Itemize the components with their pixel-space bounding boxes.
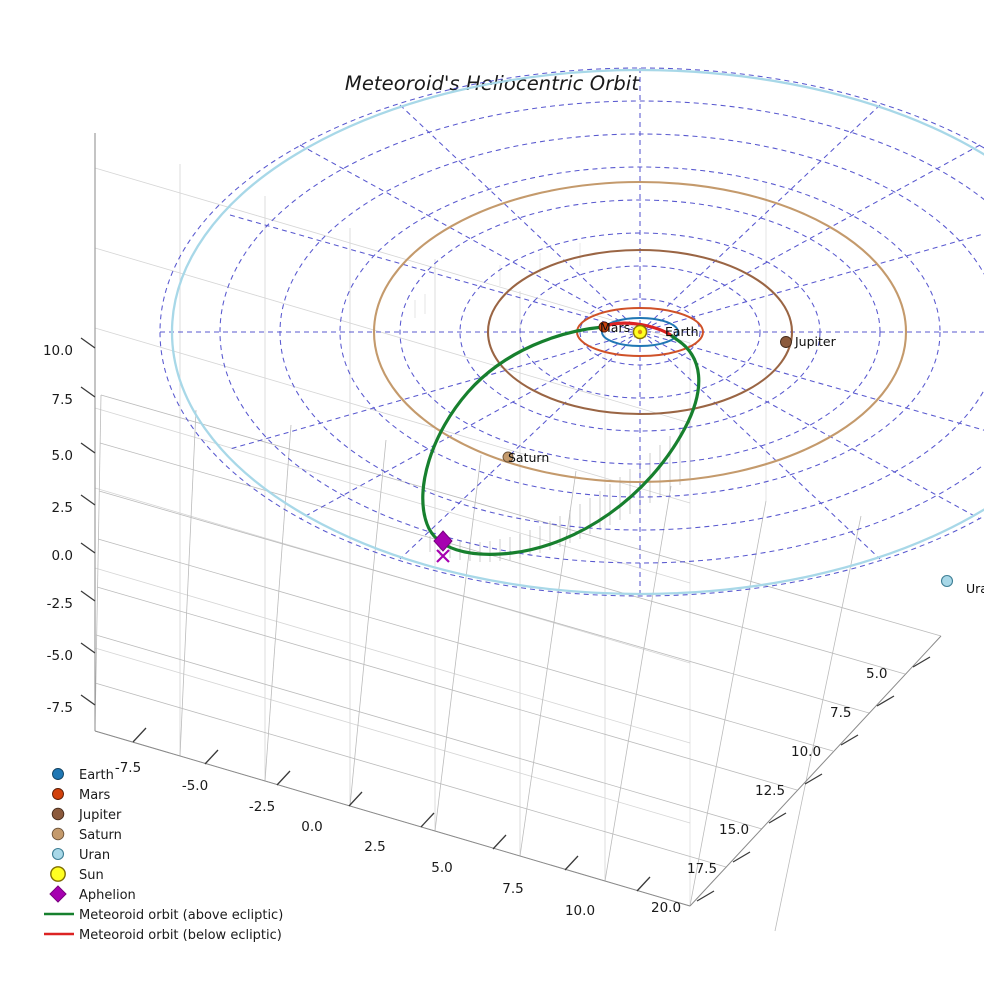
legend-marker-jupiter	[51, 807, 65, 821]
body-label-uran: Uran	[966, 581, 984, 596]
legend-label-below-ecliptic[interactable]: Meteoroid orbit (below ecliptic)	[79, 928, 282, 943]
x-tick-label: 10.0	[565, 903, 595, 919]
axis-tick-marks	[80, 337, 931, 902]
x-tick-label: 0.0	[301, 819, 322, 835]
body-label-earth: Earth	[665, 324, 699, 339]
floor-grid-lines-v	[94, 394, 862, 932]
meteoroid-orbit-above-ecliptic	[421, 325, 701, 556]
orbit-saturn	[372, 180, 908, 484]
axis-spines	[94, 133, 942, 907]
y-axis-tick-labels: 5.0 7.5 10.0 12.5 15.0 17.5 20.0	[651, 666, 887, 916]
legend-label-above-ecliptic[interactable]: Meteoroid orbit (above ecliptic)	[79, 908, 283, 923]
legend-label-mars[interactable]: Mars	[79, 788, 111, 803]
planet-orbits	[170, 68, 984, 596]
axes-3d-panes	[94, 133, 942, 932]
legend-marker-aphelion-diamond-icon	[49, 885, 67, 903]
meteoroid-orbit-below-ecliptic	[601, 321, 674, 338]
legend-marker-earth	[52, 768, 64, 780]
y-tick-label: 10.0	[791, 744, 821, 760]
y-tick-label: 15.0	[719, 822, 749, 838]
z-tick-label: 10.0	[43, 343, 73, 359]
body-label-jupiter: Jupiter	[794, 334, 837, 349]
z-tick-label: 7.5	[52, 392, 73, 408]
marker-sun-core	[637, 329, 643, 335]
legend-marker-uran	[51, 847, 65, 861]
x-axis-ticks	[132, 727, 651, 892]
z-tick-label: 0.0	[52, 548, 73, 564]
marker-uran	[940, 574, 954, 588]
legend-label-earth[interactable]: Earth	[79, 768, 114, 783]
legend-label-saturn[interactable]: Saturn	[79, 828, 122, 843]
legend-marker-sun	[50, 866, 66, 882]
orbit-jupiter	[486, 248, 794, 416]
z-tick-label: 5.0	[52, 448, 73, 464]
z-tick-label: 2.5	[52, 500, 73, 516]
z-tick-label: -5.0	[47, 648, 73, 664]
body-label-mars: Mars	[600, 320, 630, 335]
y-tick-label: 12.5	[755, 783, 785, 799]
meteoroid-orbit	[421, 321, 701, 556]
x-axis-tick-labels: -7.5 -5.0 -2.5 0.0 2.5 5.0 7.5 10.0	[115, 760, 595, 919]
legend-label-aphelion[interactable]: Aphelion	[79, 888, 136, 903]
z-tick-label: -2.5	[47, 596, 73, 612]
body-label-saturn: Saturn	[508, 450, 549, 465]
x-tick-label: 7.5	[502, 881, 523, 897]
orbit-uran	[170, 68, 984, 596]
marker-mars	[598, 321, 610, 333]
x-tick-label: -7.5	[115, 760, 141, 776]
z-axis-ticks	[80, 337, 96, 706]
aphelion-diamond-icon	[433, 530, 453, 552]
legend-label-jupiter[interactable]: Jupiter	[78, 808, 122, 823]
aphelion-projection-x-icon	[436, 549, 450, 563]
legend-marker-mars	[52, 788, 64, 800]
y-axis-spine	[689, 635, 942, 907]
x-tick-label: -2.5	[249, 799, 275, 815]
right-wall-grid	[100, 182, 942, 906]
y-tick-label: 20.0	[651, 900, 681, 916]
marker-jupiter	[780, 336, 792, 348]
legend[interactable]: Earth Mars Jupiter Saturn Uran Sun Aphel…	[44, 768, 283, 943]
planet-markers	[502, 321, 954, 588]
aphelion-marker-group	[433, 530, 453, 563]
marker-saturn	[502, 451, 514, 463]
body-labels: Mars Earth Jupiter Saturn Uran	[508, 320, 984, 596]
y-tick-label: 17.5	[687, 861, 717, 877]
y-tick-label: 5.0	[866, 666, 887, 682]
legend-marker-saturn	[51, 827, 65, 841]
legend-label-uran[interactable]: Uran	[79, 848, 110, 863]
y-axis-ticks	[696, 656, 931, 902]
x-tick-label: -5.0	[182, 778, 208, 794]
z-axis-tick-labels: 10.0 7.5 5.0 2.5 0.0 -2.5 -5.0 -7.5	[43, 343, 73, 716]
x-tick-label: 2.5	[364, 839, 385, 855]
x-axis-spine	[94, 730, 691, 907]
x-tick-label: 5.0	[431, 860, 452, 876]
z-tick-label: -7.5	[47, 700, 73, 716]
y-tick-label: 7.5	[830, 705, 851, 721]
floor-grid-lines-u	[94, 394, 942, 907]
legend-label-sun[interactable]: Sun	[79, 868, 104, 883]
left-wall-grid	[94, 133, 691, 881]
